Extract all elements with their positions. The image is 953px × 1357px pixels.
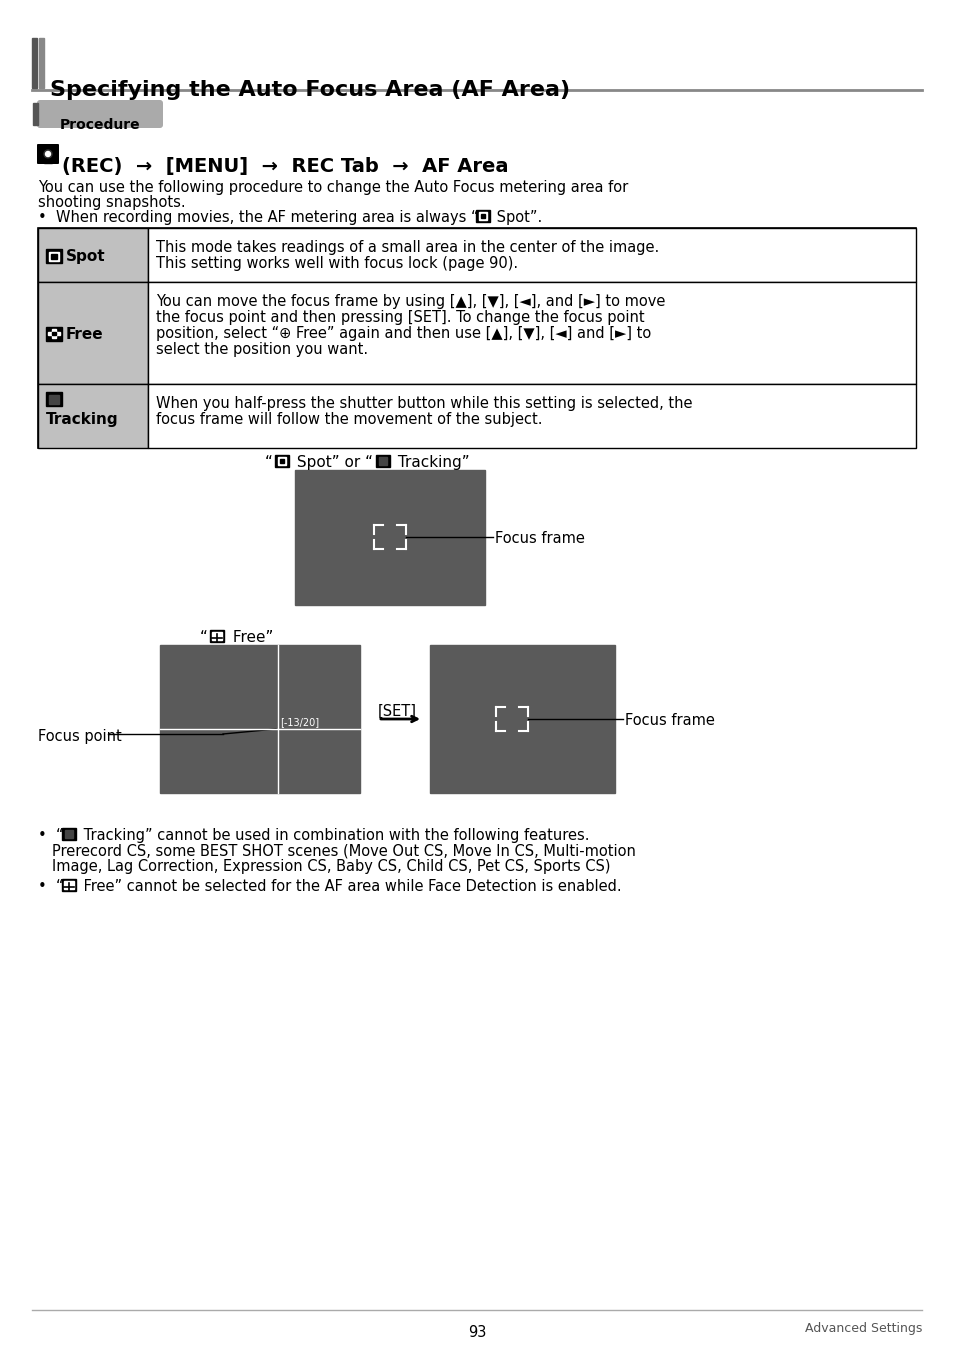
Text: shooting snapshots.: shooting snapshots. — [38, 195, 186, 210]
Bar — [65, 830, 73, 839]
Text: (REC)  →  [MENU]  →  REC Tab  →  AF Area: (REC) → [MENU] → REC Tab → AF Area — [62, 157, 508, 176]
Text: the focus point and then pressing [SET]. To change the focus point: the focus point and then pressing [SET].… — [156, 309, 644, 324]
Bar — [32, 38, 37, 88]
FancyBboxPatch shape — [37, 144, 59, 164]
Text: Spot”.: Spot”. — [492, 210, 541, 225]
Text: Free: Free — [66, 327, 104, 342]
Bar — [294, 470, 484, 605]
Bar — [280, 459, 284, 463]
Bar — [44, 159, 52, 163]
Text: Spot: Spot — [66, 248, 106, 265]
Bar — [148, 228, 915, 282]
Text: “: “ — [265, 455, 273, 470]
Text: [SET]: [SET] — [377, 704, 416, 719]
Text: Procedure: Procedure — [60, 118, 140, 132]
Bar — [478, 212, 486, 220]
Text: Specifying the Auto Focus Area (AF Area): Specifying the Auto Focus Area (AF Area) — [50, 80, 570, 100]
Text: •  “: • “ — [38, 879, 64, 894]
Bar — [378, 457, 387, 465]
Text: •  “: • “ — [38, 828, 64, 843]
Bar — [38, 384, 148, 448]
Text: Tracking: Tracking — [46, 413, 118, 427]
Text: When you half-press the shutter button while this setting is selected, the: When you half-press the shutter button w… — [156, 396, 692, 411]
Text: Free”: Free” — [228, 630, 274, 645]
Bar — [49, 252, 59, 261]
Bar — [480, 214, 484, 218]
Bar — [49, 395, 59, 404]
Text: Free” cannot be selected for the AF area while Face Detection is enabled.: Free” cannot be selected for the AF area… — [79, 879, 621, 894]
Text: Prerecord CS, some BEST SHOT scenes (Move Out CS, Move In CS, Multi-motion: Prerecord CS, some BEST SHOT scenes (Mov… — [52, 844, 636, 859]
Bar — [430, 645, 615, 792]
Bar — [210, 630, 224, 642]
Text: “: “ — [200, 630, 208, 645]
Bar — [38, 228, 148, 282]
Bar — [274, 455, 289, 467]
Text: You can move the focus frame by using [▲], [▼], [◄], and [►] to move: You can move the focus frame by using [▲… — [156, 294, 664, 309]
Bar — [46, 327, 62, 341]
Bar — [48, 332, 60, 335]
Text: select the position you want.: select the position you want. — [156, 342, 368, 357]
Bar — [148, 282, 915, 384]
Text: Focus point: Focus point — [38, 729, 122, 744]
Text: Spot” or “: Spot” or “ — [292, 455, 373, 470]
Bar — [52, 332, 56, 335]
Bar — [39, 38, 44, 88]
Bar — [46, 392, 62, 406]
Text: Image, Lag Correction, Expression CS, Baby CS, Child CS, Pet CS, Sports CS): Image, Lag Correction, Expression CS, Ba… — [52, 859, 610, 874]
Text: Tracking”: Tracking” — [393, 455, 469, 470]
Bar — [277, 457, 286, 465]
Text: You can use the following procedure to change the Auto Focus metering area for: You can use the following procedure to c… — [38, 180, 628, 195]
Bar — [160, 645, 359, 792]
Bar — [33, 103, 38, 125]
Text: •  When recording movies, the AF metering area is always “: • When recording movies, the AF metering… — [38, 210, 478, 225]
Text: Advanced Settings: Advanced Settings — [803, 1322, 921, 1335]
Polygon shape — [46, 152, 51, 156]
Polygon shape — [44, 151, 52, 157]
Text: Focus frame: Focus frame — [624, 712, 714, 727]
Bar — [62, 879, 76, 892]
Bar — [62, 828, 76, 840]
Bar — [38, 282, 148, 384]
FancyBboxPatch shape — [37, 100, 163, 128]
Bar — [52, 328, 56, 338]
Bar — [46, 248, 62, 263]
Text: This setting works well with focus lock (page 90).: This setting works well with focus lock … — [156, 256, 517, 271]
Text: focus frame will follow the movement of the subject.: focus frame will follow the movement of … — [156, 413, 542, 427]
Bar — [148, 384, 915, 448]
Bar — [64, 881, 74, 889]
Bar — [476, 210, 490, 223]
Text: [-13/20]: [-13/20] — [280, 716, 319, 727]
Bar — [51, 254, 57, 259]
Text: This mode takes readings of a small area in the center of the image.: This mode takes readings of a small area… — [156, 240, 659, 255]
Text: Focus frame: Focus frame — [495, 531, 584, 546]
Text: Tracking” cannot be used in combination with the following features.: Tracking” cannot be used in combination … — [79, 828, 589, 843]
Text: 93: 93 — [467, 1324, 486, 1339]
Bar — [212, 632, 222, 641]
Bar — [375, 455, 390, 467]
Bar — [38, 228, 915, 448]
Text: position, select “⊕ Free” again and then use [▲], [▼], [◄] and [►] to: position, select “⊕ Free” again and then… — [156, 326, 651, 341]
